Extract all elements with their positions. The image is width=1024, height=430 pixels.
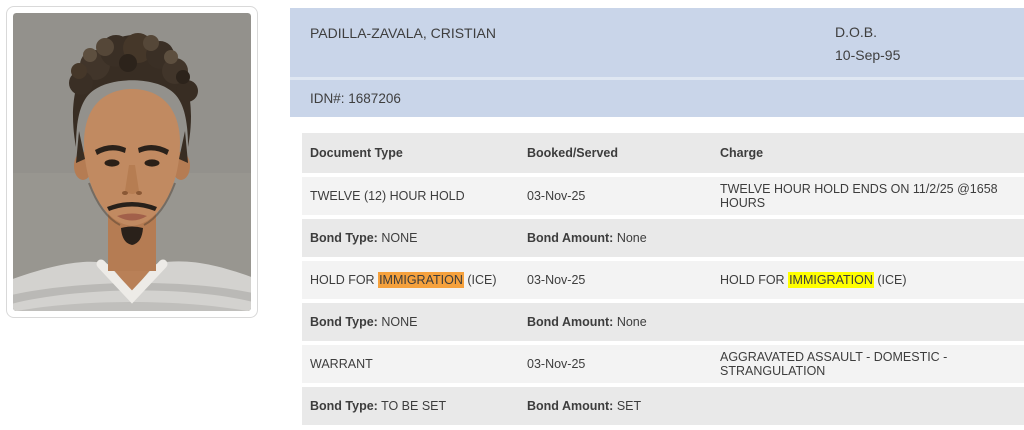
bond-type-cell: Bond Type: TO BE SET [310, 399, 527, 413]
bond-amount-label: Bond Amount: [527, 231, 614, 245]
inmate-header-panel: PADILLA-ZAVALA, CRISTIAN D.O.B. 10-Sep-9… [290, 8, 1024, 77]
table-row: HOLD FOR IMMIGRATION (ICE) 03-Nov-25 HOL… [302, 261, 1024, 299]
dob-label: D.O.B. [835, 24, 878, 40]
col-header-charge: Charge [720, 146, 764, 160]
bond-amount-label: Bond Amount: [527, 315, 614, 329]
bond-type-label: Bond Type: [310, 315, 378, 329]
bond-amount-value: None [616, 315, 647, 329]
table-header-row: Document Type Booked/Served Charge [302, 133, 1024, 173]
bond-type-value: NONE [381, 231, 418, 245]
mugshot-photo [13, 13, 251, 311]
bond-type-cell: Bond Type: NONE [310, 231, 527, 245]
charges-table: Document Type Booked/Served Charge TWELV… [302, 133, 1024, 425]
idn-value: 1687206 [348, 91, 401, 106]
bond-type-label: Bond Type: [310, 231, 378, 245]
bond-amount-label: Bond Amount: [527, 399, 614, 413]
document-type-cell: TWELVE (12) HOUR HOLD [310, 189, 465, 203]
booked-date-cell: 03-Nov-25 [527, 357, 586, 371]
bond-type-label: Bond Type: [310, 399, 378, 413]
bond-amount-cell: Bond Amount: None [527, 231, 720, 245]
search-highlight-active: IMMIGRATION [378, 272, 464, 288]
document-type-cell: HOLD FOR IMMIGRATION (ICE) [310, 272, 497, 288]
idn-label: IDN#: [310, 91, 345, 106]
bond-row: Bond Type: NONE Bond Amount: None [302, 219, 1024, 257]
idn-text: IDN#: 1687206 [310, 80, 401, 117]
header-divider [290, 77, 1024, 80]
col-header-booked-served: Booked/Served [527, 146, 619, 160]
bond-row: Bond Type: TO BE SET Bond Amount: SET [302, 387, 1024, 425]
bond-type-value: TO BE SET [381, 399, 447, 413]
charge-cell: HOLD FOR IMMIGRATION (ICE) [720, 272, 907, 288]
charge-cell: AGGRAVATED ASSAULT - DOMESTIC - STRANGUL… [720, 350, 948, 378]
bond-amount-value: SET [616, 399, 642, 413]
inmate-name: PADILLA-ZAVALA, CRISTIAN [310, 25, 496, 41]
table-row: TWELVE (12) HOUR HOLD 03-Nov-25 TWELVE H… [302, 177, 1024, 215]
table-row: WARRANT 03-Nov-25 AGGRAVATED ASSAULT - D… [302, 345, 1024, 383]
idn-panel: IDN#: 1687206 [290, 80, 1024, 117]
dob-block: D.O.B. 10-Sep-95 [835, 21, 900, 67]
booked-date-cell: 03-Nov-25 [527, 189, 586, 203]
booked-date-cell: 03-Nov-25 [527, 273, 586, 287]
mugshot-photo-card[interactable] [6, 6, 258, 318]
bond-amount-cell: Bond Amount: SET [527, 399, 720, 413]
col-header-document-type: Document Type [310, 146, 403, 160]
bond-type-value: NONE [381, 315, 418, 329]
bond-row: Bond Type: NONE Bond Amount: None [302, 303, 1024, 341]
bond-amount-value: None [616, 231, 647, 245]
dob-value: 10-Sep-95 [835, 47, 901, 63]
charge-cell: TWELVE HOUR HOLD ENDS ON 11/2/25 @1658 H… [720, 182, 998, 210]
bond-type-cell: Bond Type: NONE [310, 315, 527, 329]
document-type-cell: WARRANT [310, 357, 373, 371]
search-highlight-match: IMMIGRATION [788, 272, 874, 288]
bond-amount-cell: Bond Amount: None [527, 315, 720, 329]
